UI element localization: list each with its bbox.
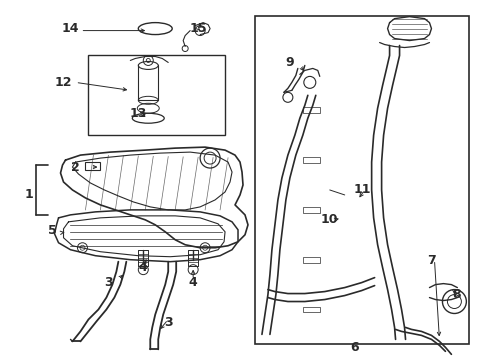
Text: 6: 6 (350, 341, 358, 354)
Text: 1: 1 (24, 188, 33, 202)
Text: 7: 7 (426, 254, 435, 267)
Text: 2: 2 (71, 161, 80, 174)
Text: 3: 3 (104, 276, 112, 289)
Text: 4: 4 (188, 276, 197, 289)
Bar (302, 157, 319, 163)
Text: 14: 14 (61, 22, 79, 35)
Text: 15: 15 (189, 22, 206, 35)
Bar (88, 55, 224, 135)
Text: 10: 10 (320, 213, 338, 226)
Bar (302, 306, 319, 312)
Bar (138, 250, 148, 266)
Bar (188, 250, 198, 266)
Bar (302, 207, 319, 213)
Text: 9: 9 (285, 56, 294, 69)
Text: 12: 12 (55, 76, 72, 89)
Bar (302, 107, 319, 113)
Text: 13: 13 (129, 107, 147, 120)
Text: 11: 11 (353, 184, 371, 197)
Text: 5: 5 (48, 224, 57, 237)
Bar (302, 257, 319, 263)
Bar (85, 162, 100, 170)
Text: 8: 8 (451, 288, 460, 301)
Text: 4: 4 (139, 261, 147, 274)
Bar (254, 15, 468, 345)
Text: 3: 3 (163, 316, 172, 329)
